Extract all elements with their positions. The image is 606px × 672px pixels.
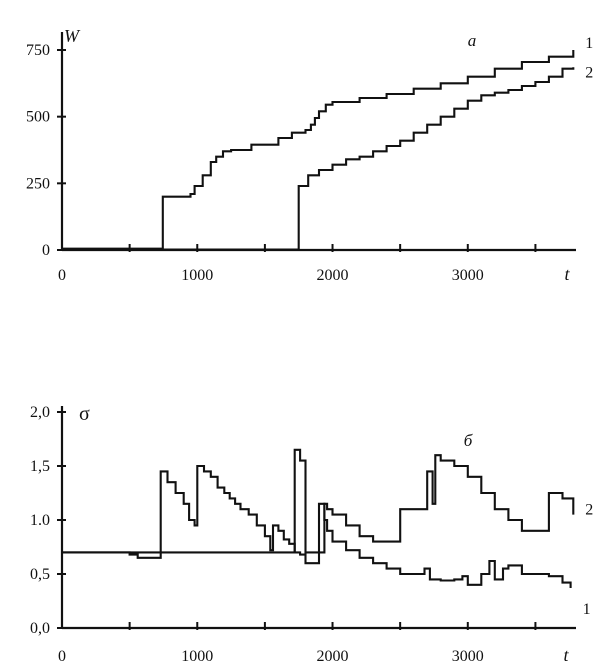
x-tick-label-b: 1000 [181, 648, 213, 665]
series-label-b-2: 2 [585, 502, 593, 519]
y-tick-label-b: 0,5 [30, 566, 50, 583]
x-tick-label-a: 3000 [452, 267, 484, 284]
y-tick-label-a: 0 [42, 242, 50, 259]
x-tick-label-b: 0 [58, 648, 66, 665]
series-line-b-2 [62, 448, 575, 554]
y-tick-label-a: 250 [26, 175, 50, 192]
x-axis-label-a: t [564, 264, 570, 284]
series-label-a-1: 1 [585, 35, 593, 52]
series-label-a-2: 2 [585, 64, 593, 81]
y-tick-label-b: 2,0 [30, 404, 50, 421]
series-label-b-1: 1 [583, 601, 591, 618]
chart-panel-b: 0,0 0,5 1.0 1,5 2,0 0 1000 2000 3000 t σ б 1 2 [30, 403, 593, 665]
series-line-b-1 [62, 464, 572, 588]
y-tick-label-a: 500 [26, 109, 50, 126]
y-tick-label-b: 1,5 [30, 458, 50, 475]
x-tick-label-b: 3000 [452, 648, 484, 665]
y-tick-label-b: 0,0 [30, 620, 50, 637]
y-axis-label-a: W [64, 26, 81, 46]
x-axis-label-b: t [563, 645, 569, 665]
panel-letter-b: б [464, 431, 473, 450]
x-tick-label-a: 0 [58, 267, 66, 284]
y-axis-label-b: σ [79, 403, 90, 425]
y-tick-label-b: 1.0 [30, 512, 50, 529]
x-tick-label-a: 1000 [181, 267, 213, 284]
x-tick-label-b: 2000 [317, 648, 349, 665]
series-line-a-1 [62, 50, 575, 250]
y-tick-label-a: 750 [26, 42, 50, 59]
chart-panel-a: 0 250 500 750 0 1000 2000 3000 t W a 1 2 [26, 26, 593, 284]
series-line-a-2 [62, 67, 575, 251]
x-tick-label-a: 2000 [317, 267, 349, 284]
panel-letter-a: a [468, 31, 477, 50]
